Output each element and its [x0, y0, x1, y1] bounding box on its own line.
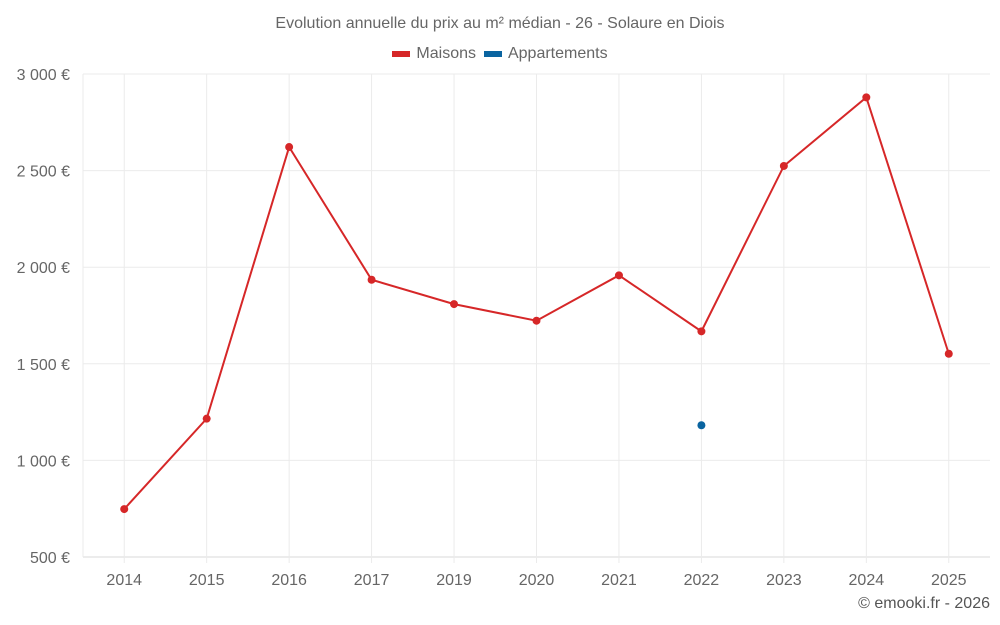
x-tick-label: 2015 — [189, 572, 225, 589]
data-point[interactable] — [285, 143, 294, 152]
data-point[interactable] — [367, 275, 376, 284]
data-point[interactable] — [697, 327, 706, 336]
legend-swatch-appartements — [483, 51, 502, 57]
y-tick-label: 500 € — [30, 550, 70, 567]
x-tick-label: 2025 — [931, 572, 967, 589]
x-tick-label: 2019 — [436, 572, 472, 589]
legend: Maisons Appartements — [0, 45, 1000, 63]
x-tick-label: 2024 — [849, 572, 885, 589]
data-point[interactable] — [450, 300, 459, 309]
legend-item-maisons[interactable]: Maisons — [392, 45, 476, 63]
y-tick-label: 1 500 € — [17, 357, 70, 374]
x-tick-label: 2016 — [271, 572, 307, 589]
data-point[interactable] — [202, 414, 211, 423]
data-point[interactable] — [614, 271, 623, 280]
x-tick-label: 2014 — [106, 572, 142, 589]
legend-swatch-maisons — [392, 51, 411, 57]
legend-item-appartements[interactable]: Appartements — [483, 45, 608, 63]
y-tick-label: 3 000 € — [17, 67, 70, 84]
y-tick-label: 1 000 € — [17, 453, 70, 470]
x-tick-label: 2017 — [354, 572, 390, 589]
chart-title: Evolution annuelle du prix au m² médian … — [275, 15, 725, 32]
legend-label-maisons: Maisons — [416, 45, 476, 62]
data-point[interactable] — [532, 316, 541, 325]
y-tick-label: 2 000 € — [17, 260, 70, 277]
data-point[interactable] — [779, 161, 788, 170]
x-tick-label: 2023 — [766, 572, 802, 589]
x-tick-label: 2021 — [601, 572, 637, 589]
x-tick-label: 2022 — [684, 572, 720, 589]
data-point[interactable] — [862, 93, 871, 102]
y-tick-label: 2 500 € — [17, 164, 70, 181]
data-point[interactable] — [120, 505, 129, 514]
legend-label-appartements: Appartements — [507, 45, 608, 62]
credit-text: © emooki.fr - 2026 — [858, 595, 990, 612]
x-tick-label: 2020 — [519, 572, 555, 589]
data-point[interactable] — [944, 349, 953, 358]
data-point[interactable] — [697, 421, 706, 430]
